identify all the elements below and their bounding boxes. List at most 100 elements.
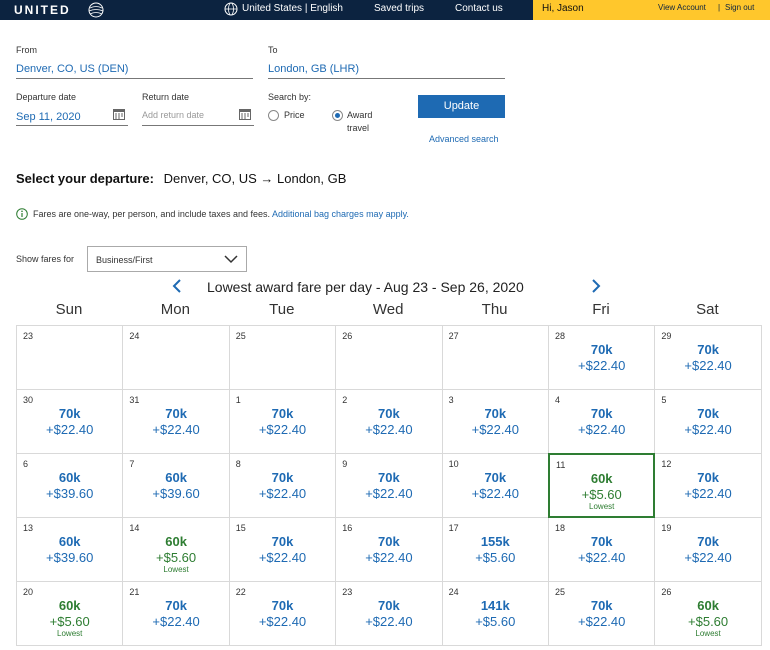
user-greeting[interactable]: Hi, Jason [542, 3, 584, 14]
price-radio[interactable] [268, 110, 279, 121]
calendar-day-cell[interactable]: 22 70k +$22.40 [228, 581, 337, 646]
calendar-day-cell: 24 [122, 325, 230, 390]
taxes-fees: +$22.40 [365, 422, 413, 437]
calendar-day-cell[interactable]: 6 60k +$39.60 [16, 453, 124, 518]
calendar-day-cell[interactable]: 25 70k +$22.40 [548, 581, 656, 646]
calendar-day-cell[interactable]: 29 70k +$22.40 [654, 325, 762, 390]
to-field[interactable]: London, GB (LHR) [268, 63, 360, 75]
next-month-arrow-icon[interactable] [591, 279, 601, 293]
calendar-day-cell[interactable]: 28 70k +$22.40 [548, 325, 656, 390]
day-number: 9 [342, 459, 348, 469]
taxes-fees: +$22.40 [578, 614, 626, 629]
calendar-day-cell-selected[interactable]: 11 60k +$5.60 Lowest [548, 453, 656, 518]
day-number: 28 [555, 331, 566, 341]
saved-trips-link[interactable]: Saved trips [374, 3, 425, 14]
taxes-fees: +$22.40 [152, 422, 200, 437]
day-number: 12 [661, 459, 672, 469]
view-account-link[interactable]: View Account [658, 3, 706, 12]
day-number: 8 [235, 459, 241, 469]
calendar-day-cell[interactable]: 4 70k +$22.40 [548, 389, 656, 454]
day-number: 29 [661, 331, 672, 341]
day-number: 22 [235, 587, 246, 597]
globe-logo-icon [88, 2, 104, 18]
award-miles: 60k [165, 534, 187, 549]
day-number: 3 [448, 395, 454, 405]
calendar-day-cell[interactable]: 2 70k +$22.40 [335, 389, 443, 454]
weekday-thu: Thu [481, 301, 508, 318]
bag-charges-link[interactable]: Additional bag charges may apply. [272, 209, 409, 219]
calendar-icon[interactable] [113, 108, 125, 120]
calendar-day-cell[interactable]: 14 60k +$5.60 Lowest [122, 517, 230, 582]
taxes-fees: +$5.60 [49, 614, 90, 629]
day-number: 30 [23, 395, 34, 405]
sign-out-link[interactable]: Sign out [725, 3, 755, 12]
award-miles: 70k [165, 598, 187, 613]
info-icon [16, 208, 28, 220]
day-number: 2 [342, 395, 348, 405]
calendar-day-cell[interactable]: 17 155k +$5.60 [441, 517, 549, 582]
previous-month-arrow-icon[interactable] [172, 279, 182, 293]
calendar-day-cell[interactable]: 20 60k +$5.60 Lowest [16, 581, 124, 646]
taxes-fees: +$5.60 [581, 487, 622, 502]
calendar-day-cell[interactable]: 10 70k +$22.40 [441, 453, 549, 518]
advanced-search-link[interactable]: Advanced search [429, 134, 499, 144]
taxes-fees: +$22.40 [471, 486, 519, 501]
day-number: 11 [556, 460, 566, 470]
calendar-day-cell[interactable]: 16 70k +$22.40 [335, 517, 443, 582]
calendar-day-cell[interactable]: 26 60k +$5.60 Lowest [654, 581, 762, 646]
taxes-fees: +$5.60 [688, 614, 729, 629]
award-miles: 70k [271, 598, 294, 613]
update-button[interactable]: Update [418, 95, 505, 118]
award-travel-radio[interactable] [332, 110, 343, 121]
taxes-fees: +$22.40 [684, 550, 732, 565]
calendar-day-cell[interactable]: 5 70k +$22.40 [654, 389, 762, 454]
day-number: 5 [661, 395, 667, 405]
calendar-day-cell[interactable]: 3 70k +$22.40 [441, 389, 549, 454]
day-number: 13 [23, 523, 34, 533]
calendar-title: Lowest award fare per day - Aug 23 - Sep… [207, 279, 524, 295]
show-fares-label: Show fares for [16, 254, 75, 264]
calendar-day-cell[interactable]: 19 70k +$22.40 [654, 517, 762, 582]
route-text: Denver, CO, US → London, GB [163, 171, 347, 186]
calendar-icon[interactable] [239, 108, 251, 120]
calendar-day-cell[interactable]: 7 60k +$39.60 [122, 453, 230, 518]
calendar-day-cell: 23 [16, 325, 124, 390]
calendar-day-cell[interactable]: 9 70k +$22.40 [335, 453, 443, 518]
calendar-day-cell[interactable]: 13 60k +$39.60 [16, 517, 124, 582]
return-date-field[interactable]: Add return date [142, 110, 205, 120]
calendar-day-cell[interactable]: 23 70k +$22.40 [335, 581, 443, 646]
calendar-day-cell[interactable]: 24 141k +$5.60 [441, 581, 549, 646]
award-travel-label-line2[interactable]: travel [347, 123, 370, 133]
calendar-day-cell[interactable]: 8 70k +$22.40 [228, 453, 337, 518]
taxes-fees: +$22.40 [365, 550, 413, 565]
from-underline [16, 78, 253, 79]
price-radio-label[interactable]: Price [284, 110, 305, 120]
select-departure-heading: Select your departure: Denver, CO, US → … [16, 171, 346, 186]
cabin-select[interactable]: Business/First [87, 246, 247, 272]
award-miles: 70k [484, 406, 507, 421]
lowest-fare-label: Lowest [163, 565, 189, 574]
calendar-day-cell[interactable]: 18 70k +$22.40 [548, 517, 656, 582]
contact-us-link[interactable]: Contact us [455, 3, 503, 14]
calendar-day-cell[interactable]: 31 70k +$22.40 [122, 389, 230, 454]
calendar-day-cell[interactable]: 21 70k +$22.40 [122, 581, 230, 646]
taxes-fees: +$22.40 [578, 422, 626, 437]
top-nav-bar: UNITED United States | English Saved tri… [0, 0, 770, 20]
day-number: 4 [555, 395, 561, 405]
taxes-fees: +$39.60 [152, 486, 200, 501]
calendar-day-cell[interactable]: 12 70k +$22.40 [654, 453, 762, 518]
award-miles: 70k [697, 342, 719, 357]
taxes-fees: +$22.40 [258, 614, 307, 629]
united-logo[interactable]: UNITED [14, 3, 71, 17]
award-travel-label[interactable]: Award [347, 110, 373, 120]
fare-info-statement: Fares are one-way, per person, and inclu… [33, 209, 270, 219]
calendar-day-cell[interactable]: 1 70k +$22.40 [228, 389, 337, 454]
day-number: 6 [23, 459, 29, 469]
from-field[interactable]: Denver, CO, US (DEN) [16, 63, 129, 75]
globe-icon [224, 2, 238, 16]
locale-link[interactable]: United States | English [242, 3, 343, 14]
calendar-day-cell[interactable]: 15 70k +$22.40 [228, 517, 337, 582]
award-miles: 70k [378, 534, 400, 549]
calendar-day-cell[interactable]: 30 70k +$22.40 [16, 389, 124, 454]
departure-date-field[interactable]: Sep 11, 2020 [16, 111, 81, 123]
